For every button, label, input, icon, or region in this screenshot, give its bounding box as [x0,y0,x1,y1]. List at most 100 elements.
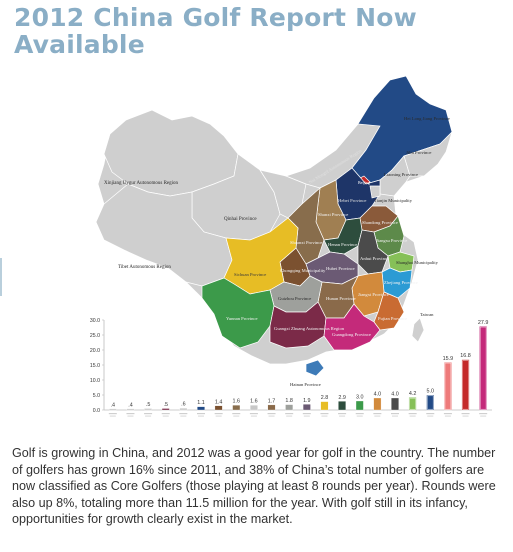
chart-value-label: .4 [111,402,116,408]
label-fujian: Fujian Province [378,316,407,321]
chart-bar [126,408,135,411]
chart-value-label: 4.0 [374,392,382,398]
y-tick-label: 25.0 [90,333,100,339]
chart-bar [144,408,152,411]
category-label-mark [249,413,258,415]
article-body: Golf is growing in China, and 2012 was a… [12,446,496,527]
chart-value-label: 5.0 [427,389,435,395]
category-label-mark [144,413,153,415]
chart-value-labels: .4 .4 .5 .5 .6 1.1 1.4 1.6 1.6 1.7 1.8 1.9 2.8 2.9 3.0… [111,320,489,409]
chart-value-label: 3.0 [356,395,364,401]
left-accent-rule [0,258,2,296]
guangdong-province [323,303,381,351]
label-hainan: Hainan Province [290,382,321,387]
chart-value-label: 27.9 [478,320,489,326]
category-label-mark [232,413,241,415]
category-label-mark [108,413,117,415]
chart-value-label: 15.9 [443,356,454,362]
category-label-mark [443,413,452,415]
label-shandong: Shandong Province [362,220,398,225]
chart-bar-inner-highlight [480,326,487,410]
tianjin-municipality [369,185,381,199]
liaoning-province [379,155,411,197]
chart-bar [267,404,276,411]
label-beijing: Beijing [358,180,370,185]
taiwan-island [411,317,425,343]
label-jilin: Jilin Province [406,150,431,155]
chart-bar [338,401,346,411]
y-tick-label: 20.0 [90,348,100,354]
chart-bar [461,359,470,411]
chart-bar [179,408,188,411]
category-label-mark [303,415,310,417]
label-anhui: Anhui Province [360,256,389,261]
category-label-mark [444,415,451,417]
chart-value-label: 1.6 [250,399,258,405]
label-zhejiang: Zhejiang Province [384,280,418,285]
label-qinghai: Qinhai Province [224,217,257,222]
y-tick-label: 10.0 [90,378,100,384]
chart-value-label: 1.9 [303,398,311,404]
category-label-mark [180,415,187,417]
label-tibet: Tibet Autonomous Region [118,265,171,270]
chart-bar [232,405,241,411]
category-label-mark [462,415,469,417]
yunnan-province [201,277,275,349]
label-taiwan: Taiwan [420,312,434,317]
category-label-mark [267,413,276,415]
label-liaoning: Liaoning Province [384,172,418,177]
category-label-mark [285,413,294,415]
chart-value-label: 1.1 [197,400,205,406]
chart-bar [197,406,205,411]
category-label-mark [409,415,416,417]
y-tick-label: 15.0 [90,363,100,369]
chart-value-label: 2.9 [338,395,346,401]
category-label-mark [339,415,346,417]
label-hunan: Hunan Province [326,296,356,301]
chart-value-label: 1.8 [285,398,293,404]
china-golf-figure: Hei Long Jiang Province Jilin Province L… [74,72,506,434]
category-label-mark [161,413,170,415]
category-label-mark [479,413,488,415]
page-title: 2012 China Golf Report Now Available [14,3,417,59]
category-label-mark [109,415,116,417]
china-map-svg: Hei Long Jiang Province Jilin Province L… [90,75,492,417]
category-label-mark [179,413,188,415]
category-label-mark [162,415,169,417]
chart-bar [408,397,417,411]
chart-category-marks [108,413,488,417]
chart-bar-inner-highlight [444,362,452,410]
chart-value-label: 1.7 [268,398,276,404]
chart-bar-inner-highlight [462,360,469,410]
category-label-mark [392,415,398,417]
label-sichuan: Sichuan Province [234,272,266,277]
category-label-mark [145,415,152,417]
chart-bar-inner-highlight [409,397,416,410]
label-shanxi: Shanxi Province [318,212,348,217]
category-label-mark [374,415,381,417]
category-label-mark [355,413,364,415]
category-label-mark [268,415,275,417]
chart-bar [302,404,311,411]
chart-value-label: 16.8 [460,353,471,359]
chart-value-label: 4.0 [391,392,399,398]
category-label-mark [426,413,435,415]
chart-value-label: 4.2 [409,391,417,397]
label-shanghai: Shanghai Municipality [396,260,439,265]
category-label-mark [250,415,257,417]
y-tick-label: 5.0 [93,393,100,399]
chart-value-label: .6 [181,402,186,408]
category-label-mark [391,413,399,415]
chart-bar [373,397,382,411]
label-henan: Henan Province [328,242,357,247]
jilin-province [403,131,453,177]
y-tick-label: 30.0 [90,318,100,324]
category-label-mark [320,413,329,415]
label-guangxi: Guangxi Zhuang Autonomous Region [274,326,345,331]
chart-bar [355,400,364,411]
chart-bar [426,394,435,411]
chart-bar [250,405,258,411]
chart-value-label: 1.4 [215,399,223,405]
label-guangdong: Guangdong Province [332,332,371,337]
chart-bar [161,408,170,411]
